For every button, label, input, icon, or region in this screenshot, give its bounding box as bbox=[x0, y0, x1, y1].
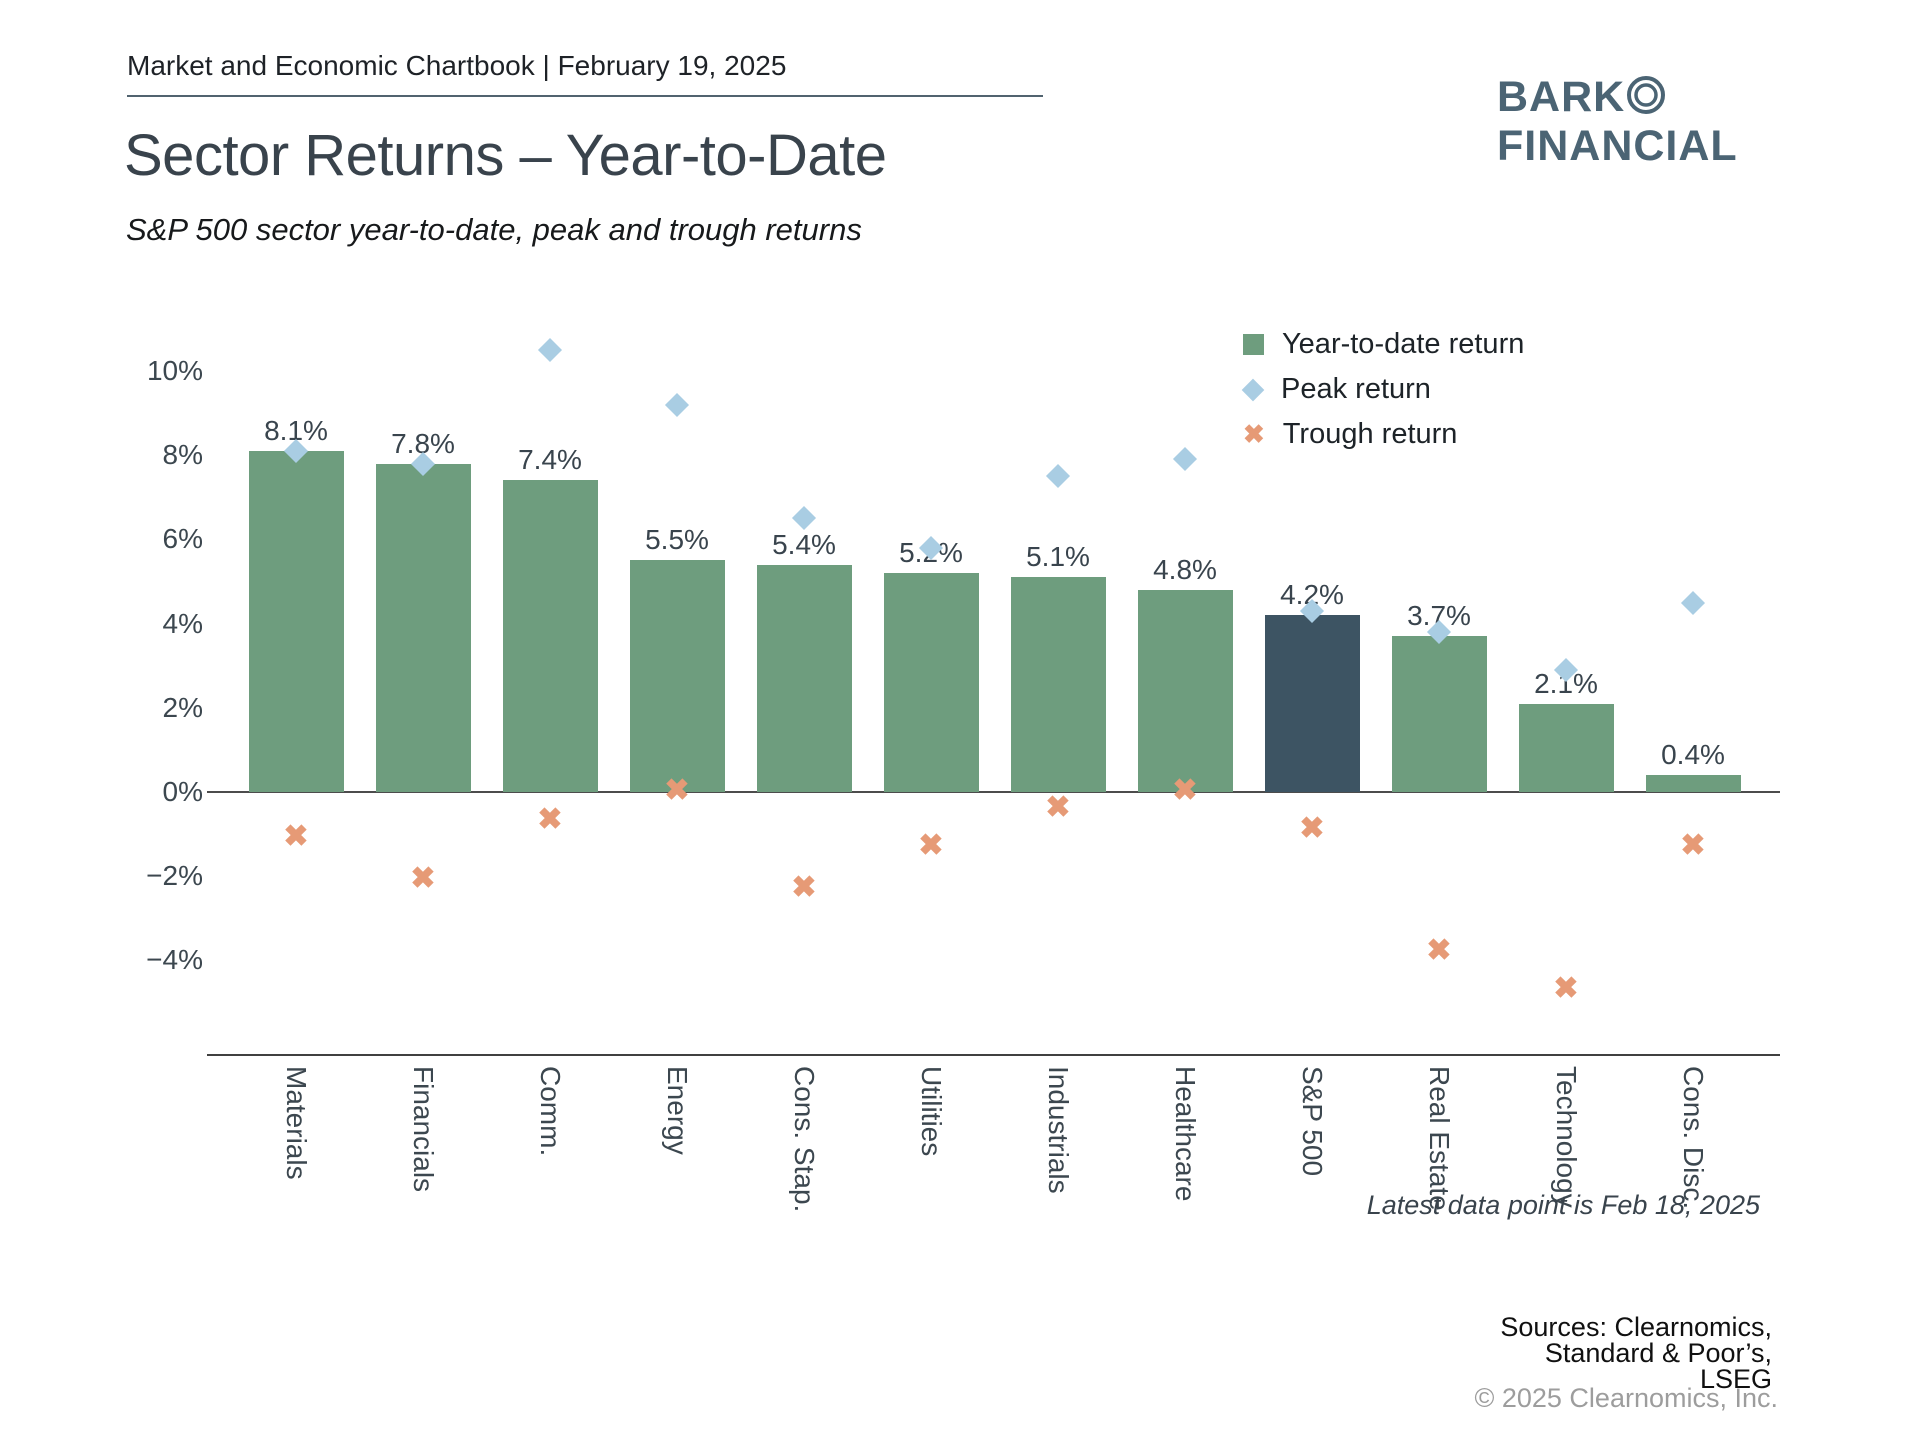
y-axis-tick-label: 0% bbox=[162, 776, 203, 807]
logo-word1: BARK bbox=[1497, 73, 1626, 121]
bar-value-label: 5.5% bbox=[645, 524, 709, 556]
trough-marker: ✖ bbox=[537, 803, 563, 837]
trough-marker: ✖ bbox=[1045, 790, 1071, 824]
bar-value-label: 5.1% bbox=[1026, 541, 1090, 573]
bar-ytd bbox=[248, 450, 344, 792]
bar-value-label: 0.4% bbox=[1661, 739, 1725, 771]
bar-ytd bbox=[1391, 636, 1487, 792]
trough-marker: ✖ bbox=[918, 828, 944, 862]
bar-sp500-highlight bbox=[1264, 615, 1360, 792]
ring-icon bbox=[1625, 72, 1668, 122]
x-axis-sector-label: Cons. Disc. bbox=[1678, 1066, 1709, 1210]
legend-label-ytd: Year-to-date return bbox=[1282, 328, 1525, 360]
trough-marker: ✖ bbox=[1553, 971, 1579, 1005]
trough-marker: ✖ bbox=[283, 820, 309, 854]
header-divider bbox=[127, 95, 1043, 97]
sources-text: Sources: Clearnomics, Standard & Poor’s,… bbox=[1500, 1312, 1772, 1394]
bar-ytd bbox=[1518, 703, 1614, 792]
y-axis-tick-label: 8% bbox=[162, 439, 203, 471]
zero-baseline bbox=[207, 791, 1780, 793]
legend-row-peak: Peak return bbox=[1241, 367, 1524, 412]
sources-line: Standard & Poor’s, bbox=[1544, 1338, 1772, 1368]
peak-marker bbox=[791, 506, 817, 531]
page-title: Sector Returns – Year-to-Date bbox=[124, 123, 887, 188]
bar-value-label: 4.8% bbox=[1153, 553, 1217, 585]
trough-marker: ✖ bbox=[664, 773, 690, 807]
bar-ytd bbox=[1645, 775, 1741, 792]
sources-line: LSEG bbox=[1699, 1364, 1772, 1394]
legend-row-trough: ✖ Trough return bbox=[1243, 412, 1524, 457]
y-axis-tick-label: 6% bbox=[162, 523, 203, 555]
x-axis-line bbox=[207, 1054, 1780, 1056]
trough-marker: ✖ bbox=[410, 862, 436, 896]
bar-ytd bbox=[756, 564, 852, 792]
trough-marker: ✖ bbox=[1172, 773, 1198, 807]
copyright-text: © 2025 Clearnomics, Inc. bbox=[1474, 1383, 1778, 1413]
legend-row-ytd: Year-to-date return bbox=[1243, 322, 1524, 367]
bar-value-label: 5.4% bbox=[772, 528, 836, 560]
trough-x-icon: ✖ bbox=[1243, 419, 1265, 449]
bar-ytd bbox=[629, 560, 725, 792]
bar-ytd bbox=[1137, 589, 1233, 792]
page-subtitle: S&P 500 sector year-to-date, peak and tr… bbox=[126, 212, 862, 247]
y-axis-tick-label: 2% bbox=[162, 691, 203, 723]
peak-diamond-icon bbox=[1241, 378, 1265, 401]
x-axis-sector-label: Utilities bbox=[916, 1066, 947, 1157]
sources-line: Sources: Clearnomics, bbox=[1500, 1312, 1772, 1342]
peak-marker bbox=[1045, 464, 1071, 489]
logo-line1: BARK bbox=[1497, 72, 1738, 122]
y-axis-tick-label: −2% bbox=[146, 860, 203, 892]
x-axis-sector-label: Materials bbox=[281, 1066, 312, 1180]
x-axis-sector-label: Industrials bbox=[1043, 1066, 1074, 1194]
x-axis-sector-label: Energy bbox=[662, 1066, 693, 1155]
chart-legend: Year-to-date return Peak return ✖ Trough… bbox=[1241, 322, 1524, 457]
x-axis-sector-label: Healthcare bbox=[1170, 1066, 1201, 1202]
x-axis-sector-label: Technology bbox=[1551, 1066, 1582, 1208]
peak-marker bbox=[537, 337, 563, 362]
latest-data-note: Latest data point is Feb 18, 2025 bbox=[1366, 1190, 1760, 1220]
bar-value-label: 7.4% bbox=[518, 444, 582, 476]
legend-label-peak: Peak return bbox=[1281, 373, 1431, 405]
legend-label-trough: Trough return bbox=[1282, 418, 1458, 450]
bar-ytd bbox=[375, 463, 471, 792]
x-axis-sector-label: Cons. Stap. bbox=[789, 1066, 820, 1213]
bar-ytd bbox=[502, 480, 598, 792]
bar-ytd bbox=[1010, 577, 1106, 792]
y-axis-tick-label: −4% bbox=[146, 944, 203, 976]
ytd-square-icon bbox=[1243, 334, 1264, 355]
peak-marker bbox=[1172, 447, 1198, 472]
chartbook-header: Market and Economic Chartbook | February… bbox=[127, 50, 787, 81]
trough-marker: ✖ bbox=[1299, 811, 1325, 845]
x-axis-sector-label: S&P 500 bbox=[1297, 1066, 1328, 1177]
y-axis-tick-label: 10% bbox=[146, 355, 203, 386]
x-axis-sector-label: Comm. bbox=[535, 1066, 566, 1157]
logo-word2: FINANCIAL bbox=[1497, 122, 1738, 170]
x-axis-sector-label: Real Estate bbox=[1424, 1066, 1455, 1211]
trough-marker: ✖ bbox=[791, 870, 817, 904]
peak-marker bbox=[1680, 590, 1706, 615]
trough-marker: ✖ bbox=[1680, 828, 1706, 862]
trough-marker: ✖ bbox=[1426, 933, 1452, 967]
bar-ytd bbox=[883, 573, 979, 792]
logo: BARK FINANCIAL bbox=[1497, 72, 1738, 171]
y-axis-tick-label: 4% bbox=[162, 607, 203, 639]
peak-marker bbox=[664, 392, 690, 417]
x-axis-sector-label: Financials bbox=[408, 1066, 439, 1193]
